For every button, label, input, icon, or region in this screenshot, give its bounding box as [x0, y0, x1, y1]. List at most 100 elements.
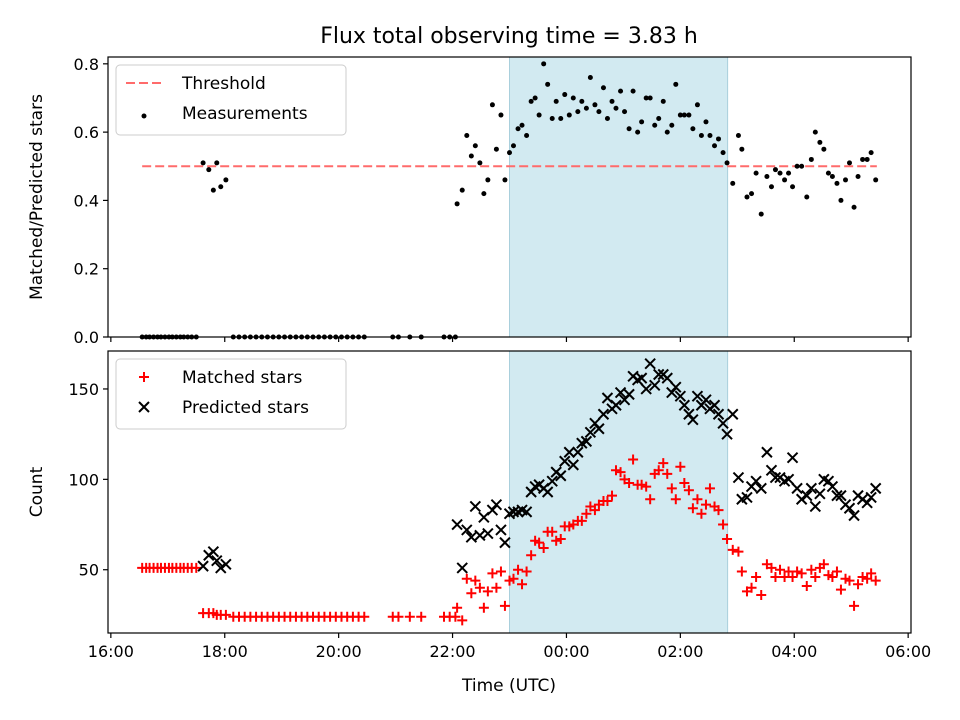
data-point	[775, 564, 786, 575]
data-point	[481, 191, 487, 197]
data-point	[545, 81, 551, 87]
data-point	[490, 498, 503, 511]
data-point	[873, 177, 879, 183]
data-point	[478, 602, 489, 613]
data-point	[750, 475, 762, 487]
data-point	[698, 133, 704, 139]
data-point	[645, 494, 656, 505]
data-point	[764, 174, 770, 180]
data-point	[610, 465, 621, 476]
data-point	[822, 475, 835, 487]
data-point	[622, 109, 628, 115]
data-point	[683, 485, 694, 496]
data-point	[647, 95, 653, 101]
data-point	[587, 74, 593, 80]
data-point	[507, 506, 520, 518]
data-point	[636, 479, 647, 490]
data-point	[485, 177, 491, 183]
data-point	[589, 417, 601, 430]
data-point	[761, 446, 773, 458]
data-point	[607, 490, 618, 501]
data-point	[712, 143, 718, 149]
data-point	[643, 95, 649, 101]
x-tick-label: 20:00	[316, 642, 362, 661]
data-point	[770, 571, 781, 582]
data-point	[575, 109, 581, 115]
data-point	[805, 482, 818, 495]
data-point	[681, 112, 687, 118]
data-point	[700, 499, 711, 510]
data-point	[821, 146, 827, 152]
data-point	[849, 600, 860, 611]
data-point	[799, 163, 805, 169]
data-point	[508, 573, 519, 584]
data-point	[749, 191, 755, 197]
data-point	[474, 582, 485, 593]
data-point	[502, 177, 508, 183]
data-point	[825, 170, 831, 176]
legend-box	[115, 358, 347, 430]
data-point	[679, 477, 690, 488]
legend-swatch	[138, 401, 150, 413]
x-axis-label: Time (UTC)	[461, 676, 556, 696]
data-point	[499, 600, 510, 611]
data-point	[861, 497, 873, 509]
data-point	[690, 126, 696, 132]
data-point	[562, 92, 568, 98]
data-point	[782, 473, 795, 486]
data-point	[197, 560, 209, 572]
data-point	[669, 122, 675, 128]
data-point	[751, 571, 762, 582]
legend-label: Measurements	[182, 104, 308, 124]
data-point	[640, 383, 652, 395]
data-point	[677, 112, 683, 118]
data-point	[827, 571, 838, 582]
data-point	[716, 136, 722, 142]
data-point	[838, 197, 844, 203]
data-point	[864, 156, 870, 162]
data-point	[191, 562, 202, 573]
data-point	[673, 81, 679, 87]
data-point	[674, 390, 687, 402]
data-point	[570, 95, 576, 101]
data-point	[623, 388, 635, 401]
legend-label: Predicted stars	[182, 398, 309, 418]
data-point	[727, 408, 739, 420]
data-point	[724, 160, 730, 166]
data-point	[829, 174, 835, 180]
data-point	[666, 386, 678, 399]
data-point	[795, 493, 808, 505]
data-point	[835, 584, 846, 595]
series-matched-stars	[137, 454, 881, 626]
data-point	[558, 115, 564, 121]
data-point	[707, 133, 713, 139]
data-point	[733, 546, 744, 557]
legend-box	[115, 64, 347, 136]
data-point	[786, 170, 792, 176]
data-point	[567, 459, 579, 471]
data-point	[602, 496, 613, 507]
data-point	[661, 372, 673, 384]
data-point	[662, 468, 673, 479]
y-tick-label: 100	[68, 470, 99, 489]
data-point	[857, 571, 868, 582]
x-tick-label: 18:00	[202, 642, 248, 661]
data-point	[524, 133, 530, 139]
data-point	[730, 180, 736, 186]
data-point	[553, 98, 559, 104]
data-point	[600, 85, 606, 91]
data-point	[796, 568, 807, 579]
data-point	[656, 115, 662, 121]
data-point	[528, 98, 534, 104]
data-point	[486, 504, 499, 516]
y-axis-label: Matched/Predicted stars	[27, 94, 47, 300]
chart-title: Flux total observing time = 3.83 h	[320, 24, 698, 49]
legend-label: Threshold	[181, 74, 266, 94]
data-point	[691, 390, 704, 402]
axes-frame	[107, 56, 912, 338]
data-point	[538, 543, 549, 554]
data-point	[846, 160, 852, 166]
data-point	[708, 399, 721, 411]
data-point	[641, 481, 652, 492]
data-point	[464, 133, 470, 139]
